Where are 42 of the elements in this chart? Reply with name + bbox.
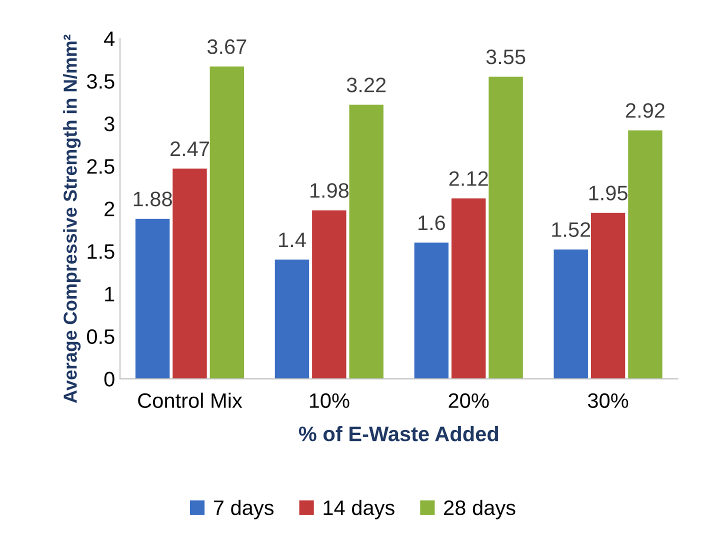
bar [210,66,244,379]
data-label: 1.98 [310,183,349,198]
legend-label: 28 days [444,500,516,520]
data-label: 3.67 [207,39,246,54]
bar [312,210,346,379]
x-tick-label: 20% [448,393,489,408]
y-tick-label: 1.5 [88,244,114,259]
data-label: 3.55 [486,50,526,64]
data-label: 3.22 [346,78,386,92]
x-tick-label: 30% [588,393,628,408]
bar [452,198,486,379]
bar [349,104,384,379]
x-tick-label: 10% [310,393,350,408]
legend-label: 7 days [214,500,274,520]
bar [135,218,170,379]
bar [172,168,207,379]
y-tick-label: 2 [104,202,114,216]
bar [274,260,310,379]
data-label: 2.92 [626,103,664,118]
y-tick-label: 1 [105,286,114,302]
data-label: 2.47 [170,141,209,156]
y-tick-label: 0.5 [87,329,114,344]
data-label: 1.88 [134,192,172,206]
bar [554,249,588,379]
data-label: 1.52 [552,222,590,238]
y-tick-label: 2.5 [87,159,114,174]
y-tick-label: 0 [104,372,114,387]
bar [414,242,449,379]
x-tick-label: Control Mix [138,392,242,408]
y-tick-label: 3.5 [86,74,114,89]
data-label: 2.12 [449,171,488,186]
y-axis-title: Average Compressive Stremgth in N/mm² [63,34,81,403]
bar [590,212,626,379]
x-axis-title: % of E-Waste Added [298,426,498,442]
y-tick-label: 4 [104,32,115,46]
data-label: 1.6 [418,215,445,230]
bar [488,76,523,379]
y-tick-label: 3 [104,116,114,132]
legend-label: 14 days [324,500,394,520]
data-label: 1.95 [589,186,628,200]
data-label: 1.4 [279,232,306,248]
bar [628,130,662,379]
